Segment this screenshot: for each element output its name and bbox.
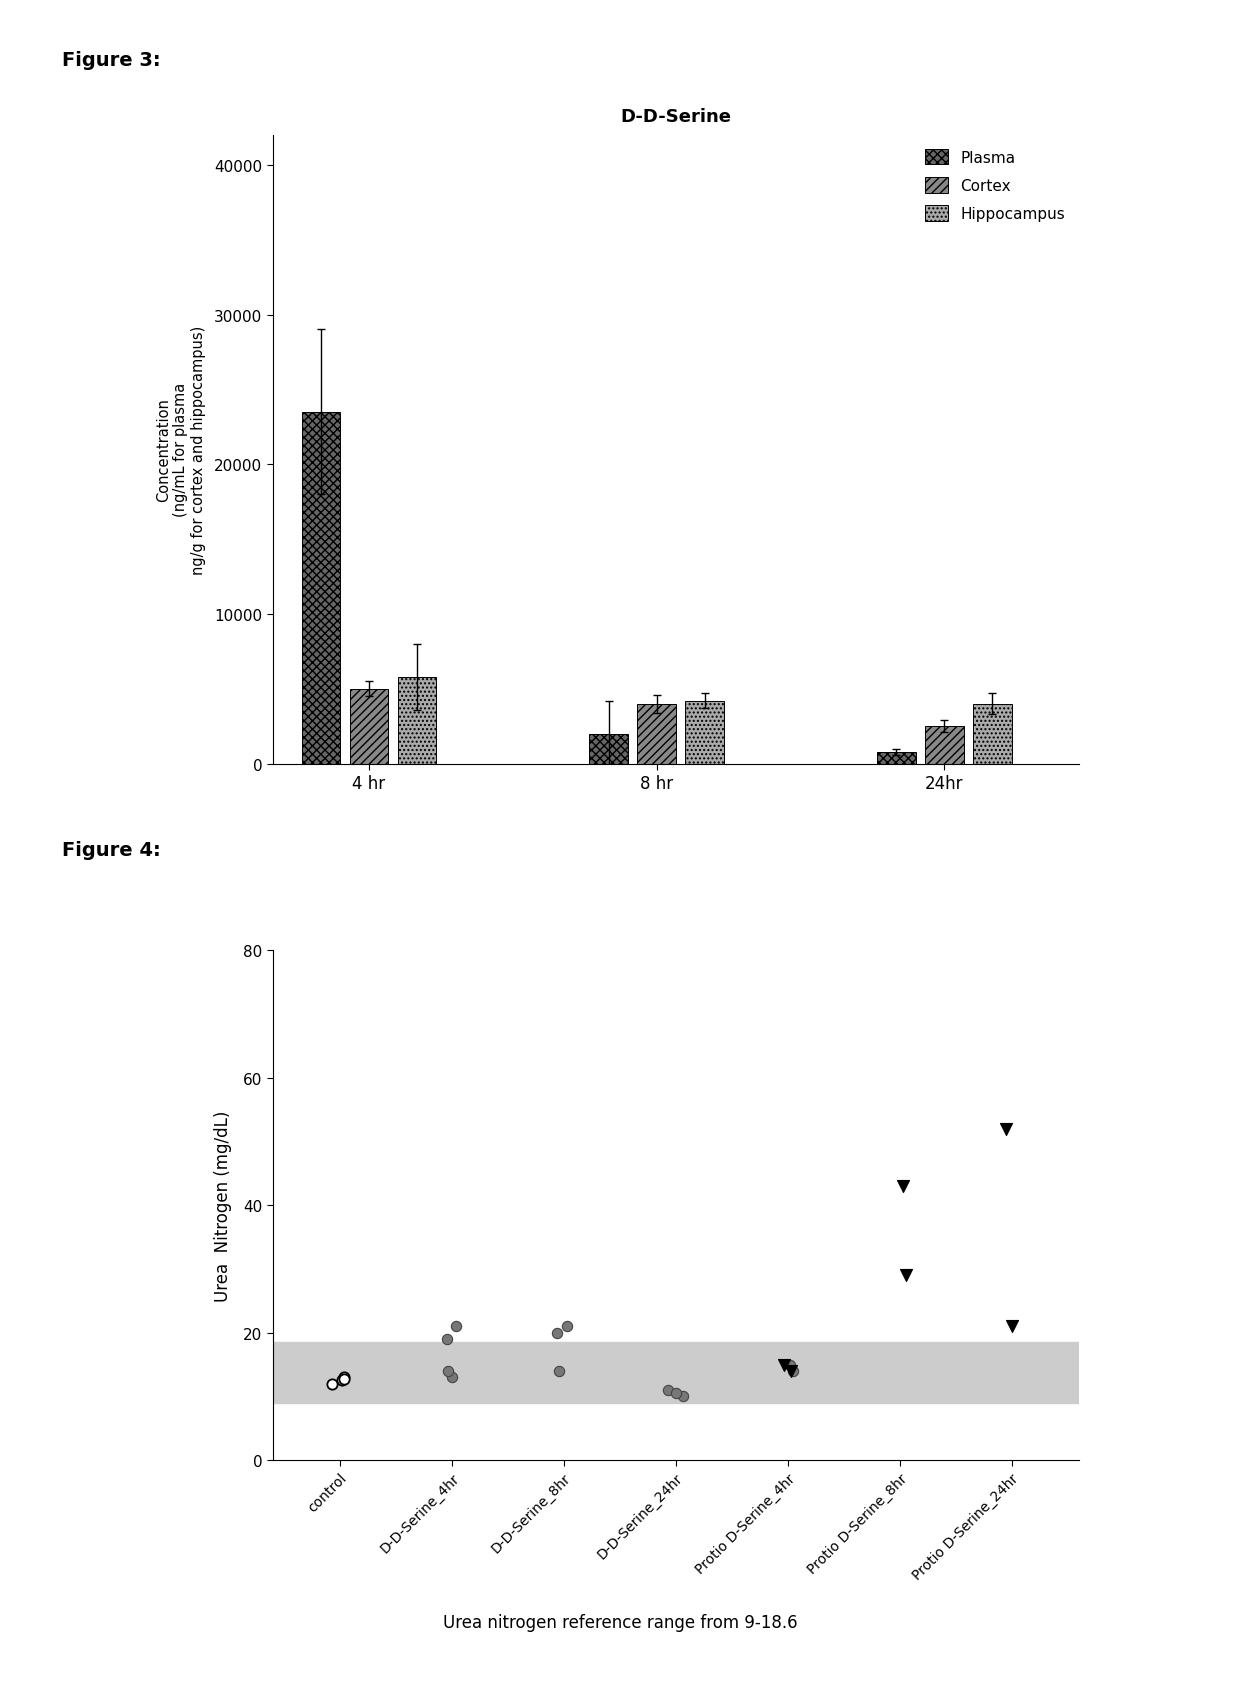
Point (775, 1352, 795, 1379)
Point (335, 1363, 355, 1391)
Text: Figure 3:: Figure 3: (62, 51, 161, 70)
Bar (973, 705, 1012, 764)
Bar (637, 705, 676, 764)
Point (893, 1173, 913, 1200)
Point (438, 1326, 458, 1353)
Point (322, 1370, 342, 1397)
Legend: Plasma, Cortex, Hippocampus: Plasma, Cortex, Hippocampus (919, 143, 1071, 228)
Point (1002, 1313, 1022, 1340)
Point (441, 1363, 461, 1391)
Point (673, 1382, 693, 1409)
Point (782, 1358, 802, 1386)
Point (897, 1262, 916, 1289)
Title: D-D-Serine: D-D-Serine (620, 109, 732, 126)
Y-axis label: Urea  Nitrogen (mg/dL): Urea Nitrogen (mg/dL) (213, 1110, 232, 1301)
Point (332, 1367, 352, 1394)
Point (334, 1365, 353, 1392)
Point (666, 1380, 686, 1408)
Text: Urea nitrogen reference range from 9-18.6: Urea nitrogen reference range from 9-18.… (443, 1613, 797, 1632)
Point (658, 1377, 678, 1404)
Point (446, 1313, 466, 1340)
Bar (878, 752, 915, 764)
Bar (273, 1341, 1079, 1403)
Point (996, 1116, 1016, 1143)
Bar (350, 689, 388, 764)
Point (557, 1313, 577, 1340)
Bar (398, 678, 436, 764)
Point (549, 1358, 569, 1386)
Bar (301, 413, 340, 764)
Bar (925, 727, 963, 764)
Y-axis label: Concentration
(ng/mL for plasma
ng/g for cortex and hippocampus): Concentration (ng/mL for plasma ng/g for… (156, 326, 206, 574)
Bar (589, 734, 627, 764)
Point (548, 1319, 568, 1347)
Point (438, 1358, 458, 1386)
Bar (686, 701, 724, 764)
Point (780, 1352, 800, 1379)
Text: Figure 4:: Figure 4: (62, 841, 161, 859)
Point (781, 1358, 801, 1386)
